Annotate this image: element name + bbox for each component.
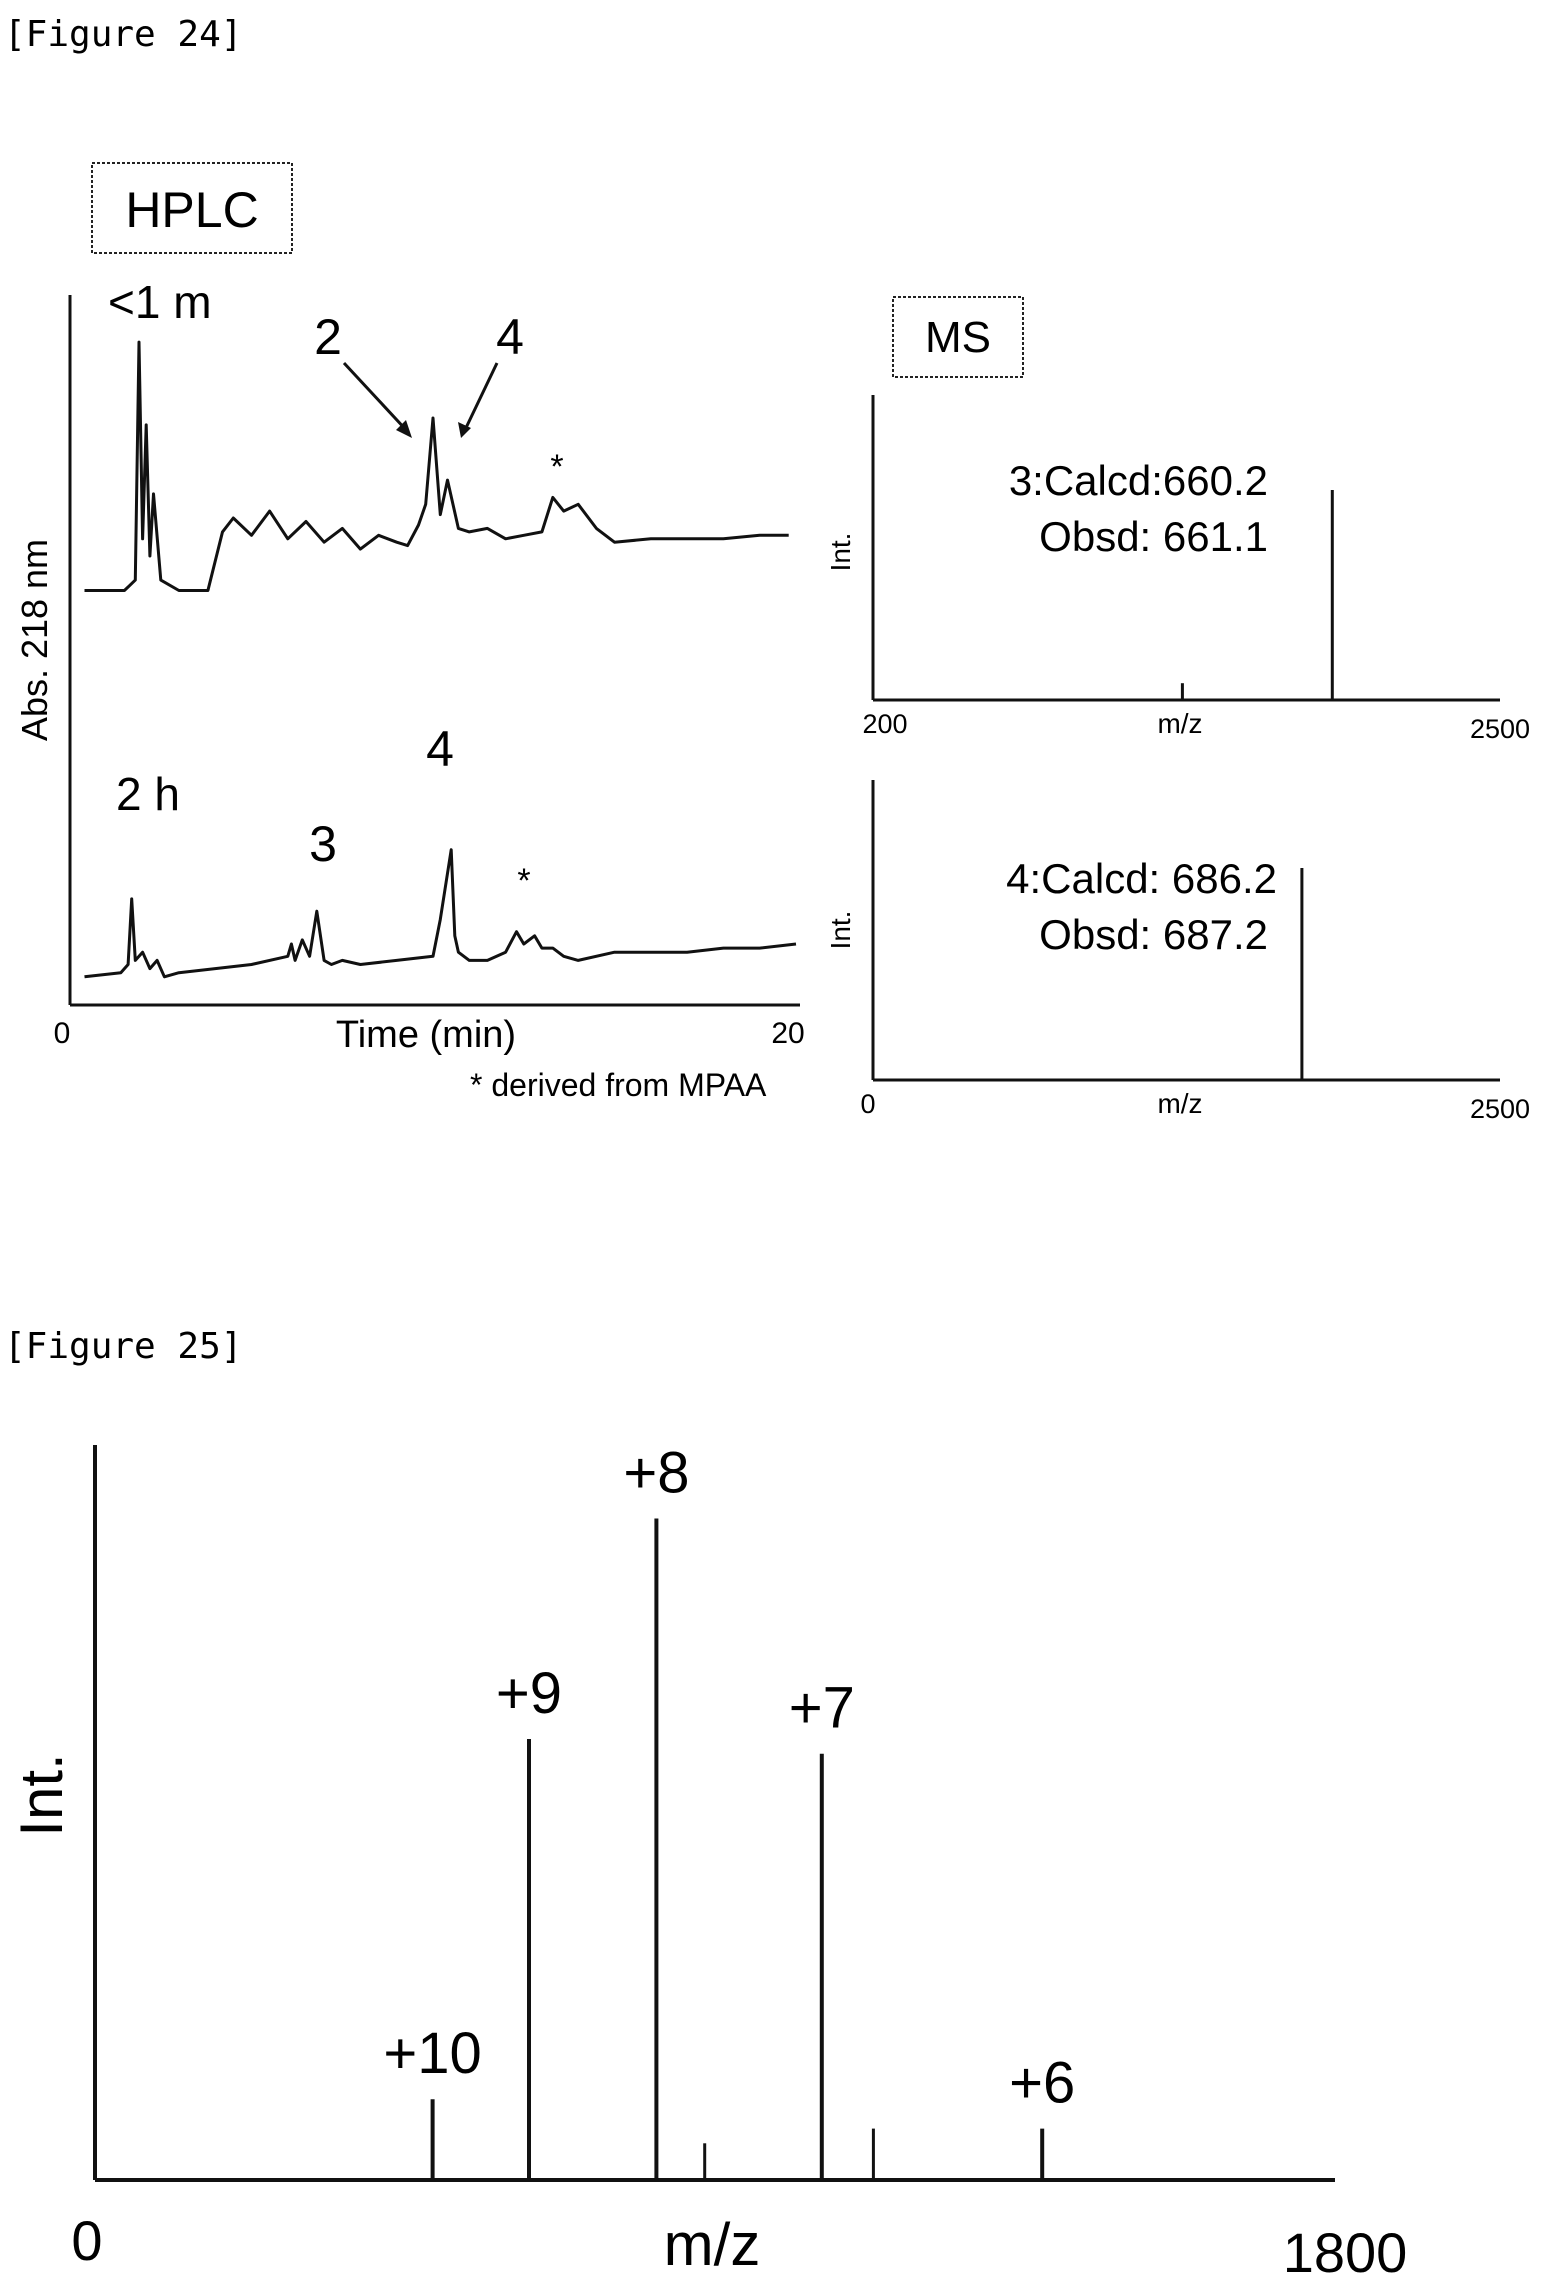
fig25-peaks: +10 +9 +8 +7 +6 xyxy=(383,1441,1075,2180)
ms-bottom-obsd: Obsd: 687.2 xyxy=(1039,911,1268,958)
ms-title: MS xyxy=(925,313,991,362)
fig25-peak-label: +8 xyxy=(623,1441,689,1506)
peak-4-label-top: 4 xyxy=(496,309,524,365)
figure-24-caption: [Figure 24] xyxy=(4,14,243,55)
ms-top-x-label: m/z xyxy=(1157,708,1202,739)
hplc-title: HPLC xyxy=(125,182,258,238)
fig25-x-label: m/z xyxy=(664,2211,761,2278)
peak-2-arrowhead xyxy=(396,420,412,438)
fig25-x-tick-1800: 1800 xyxy=(1283,2221,1408,2284)
peak-3-label: 3 xyxy=(309,816,337,872)
ms-bottom-panel: Int. m/z 0 2500 4:Calcd: 686.2 Obsd: 687… xyxy=(825,780,1530,1124)
mpaa-asterisk-top: * xyxy=(550,448,563,486)
fig25-peak-label: +9 xyxy=(496,1661,562,1726)
peak-2-label: 2 xyxy=(314,309,342,365)
fig25-peak-label: +7 xyxy=(789,1676,855,1741)
trace2-label: 2 h xyxy=(116,768,180,820)
hplc-trace-2 xyxy=(84,848,797,979)
hplc-x-tick-20: 20 xyxy=(771,1017,804,1050)
hplc-x-tick-0: 0 xyxy=(54,1017,71,1050)
peak-2-arrow xyxy=(342,361,410,434)
hplc-footnote: * derived from MPAA xyxy=(470,1067,767,1103)
hplc-title-box xyxy=(91,162,293,254)
hplc-trace-1 xyxy=(84,340,789,592)
peak-4-arrowhead xyxy=(458,422,471,438)
hplc-traces xyxy=(84,340,797,979)
fig25-peak-label: +10 xyxy=(383,2021,481,2086)
ms-bottom-y-label: Int. xyxy=(825,911,856,950)
mpaa-asterisk-bottom: * xyxy=(517,862,530,900)
ms-title-box xyxy=(892,296,1024,378)
fig25-x-tick-0: 0 xyxy=(71,2209,102,2272)
hplc-y-label: Abs. 218 nm xyxy=(14,539,55,741)
ms-top-panel: MS Int. m/z 200 2500 3:Calcd:660.2 Obsd:… xyxy=(825,296,1530,744)
fig25-y-label: Int. xyxy=(8,1753,75,1836)
peak-4-arrow xyxy=(462,362,499,433)
figure-25-caption: [Figure 25] xyxy=(4,1326,243,1367)
ms-top-y-label: Int. xyxy=(825,533,856,572)
ms-bottom-x-tick-min: 0 xyxy=(860,1089,875,1119)
trace1-label: <1 m xyxy=(108,276,212,328)
ms-top-x-tick-max: 2500 xyxy=(1470,714,1530,744)
fig25-chart: Int. m/z 0 1800 +10 +9 +8 +7 +6 xyxy=(8,1441,1407,2285)
ms-top-x-tick-min: 200 xyxy=(862,709,907,739)
peak-4-label-bottom: 4 xyxy=(426,721,454,777)
hplc-panel: HPLC Abs. 218 nm Time (min) 0 20 * deriv… xyxy=(14,162,805,1103)
ms-top-peaks xyxy=(1180,490,1334,700)
ms-top-obsd: Obsd: 661.1 xyxy=(1039,513,1268,560)
ms-bottom-x-label: m/z xyxy=(1157,1088,1202,1119)
ms-top-calcd: 3:Calcd:660.2 xyxy=(1009,457,1268,504)
ms-bottom-x-tick-max: 2500 xyxy=(1470,1094,1530,1124)
fig25-peak-label: +6 xyxy=(1009,2051,1075,2116)
ms-bottom-calcd: 4:Calcd: 686.2 xyxy=(1006,855,1277,902)
hplc-x-label: Time (min) xyxy=(336,1014,516,1056)
